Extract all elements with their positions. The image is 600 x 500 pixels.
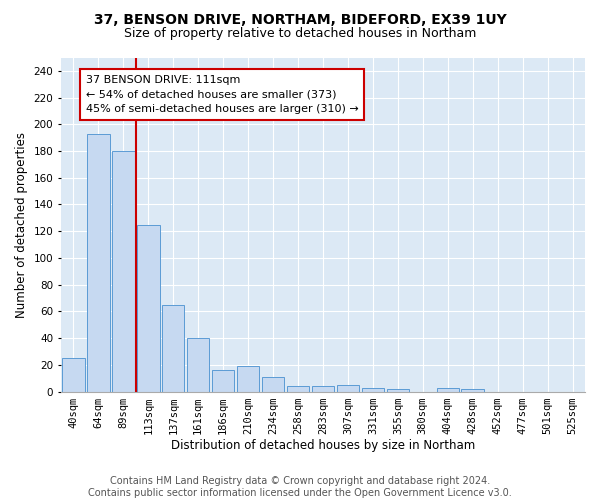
Bar — [437, 388, 459, 392]
Bar — [87, 134, 110, 392]
Bar — [337, 385, 359, 392]
Bar — [237, 366, 259, 392]
Text: Contains HM Land Registry data © Crown copyright and database right 2024.
Contai: Contains HM Land Registry data © Crown c… — [88, 476, 512, 498]
Y-axis label: Number of detached properties: Number of detached properties — [15, 132, 28, 318]
Text: 37, BENSON DRIVE, NORTHAM, BIDEFORD, EX39 1UY: 37, BENSON DRIVE, NORTHAM, BIDEFORD, EX3… — [94, 12, 506, 26]
Text: Size of property relative to detached houses in Northam: Size of property relative to detached ho… — [124, 28, 476, 40]
Bar — [262, 377, 284, 392]
Bar — [137, 224, 160, 392]
Bar — [112, 151, 134, 392]
Bar — [386, 389, 409, 392]
Bar — [362, 388, 384, 392]
Bar — [287, 386, 309, 392]
Text: 37 BENSON DRIVE: 111sqm
← 54% of detached houses are smaller (373)
45% of semi-d: 37 BENSON DRIVE: 111sqm ← 54% of detache… — [86, 75, 359, 114]
X-axis label: Distribution of detached houses by size in Northam: Distribution of detached houses by size … — [171, 440, 475, 452]
Bar — [62, 358, 85, 392]
Bar — [162, 304, 184, 392]
Bar — [212, 370, 235, 392]
Bar — [312, 386, 334, 392]
Bar — [461, 389, 484, 392]
Bar — [187, 338, 209, 392]
